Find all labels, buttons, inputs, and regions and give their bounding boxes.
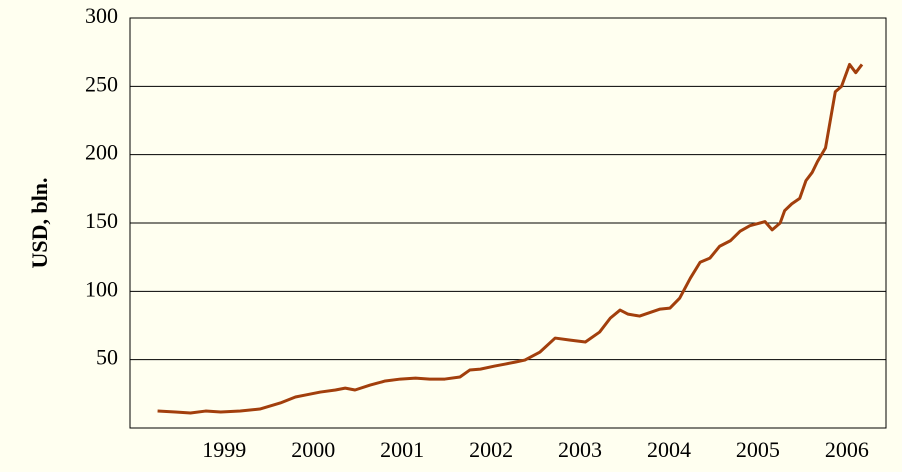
data-line [157, 62, 864, 415]
x-tick-label: 2000 [291, 437, 335, 462]
y-tick-label: 100 [85, 276, 118, 301]
y-tick-label: 50 [96, 345, 118, 370]
x-tick-label: 2002 [469, 437, 513, 462]
x-tick-label: 2003 [558, 437, 602, 462]
x-tick-label: 1999 [202, 437, 246, 462]
x-tick-label: 2001 [380, 437, 424, 462]
x-tick-label: 2005 [736, 437, 780, 462]
x-tick-label: 2006 [825, 437, 869, 462]
y-tick-label: 150 [85, 208, 118, 233]
y-axis-label: USD, bln. [27, 177, 52, 268]
y-tick-label: 200 [85, 140, 118, 165]
x-tick-label: 2004 [647, 437, 691, 462]
y-tick-label: 250 [85, 71, 118, 96]
y-tick-label: 300 [85, 3, 118, 28]
